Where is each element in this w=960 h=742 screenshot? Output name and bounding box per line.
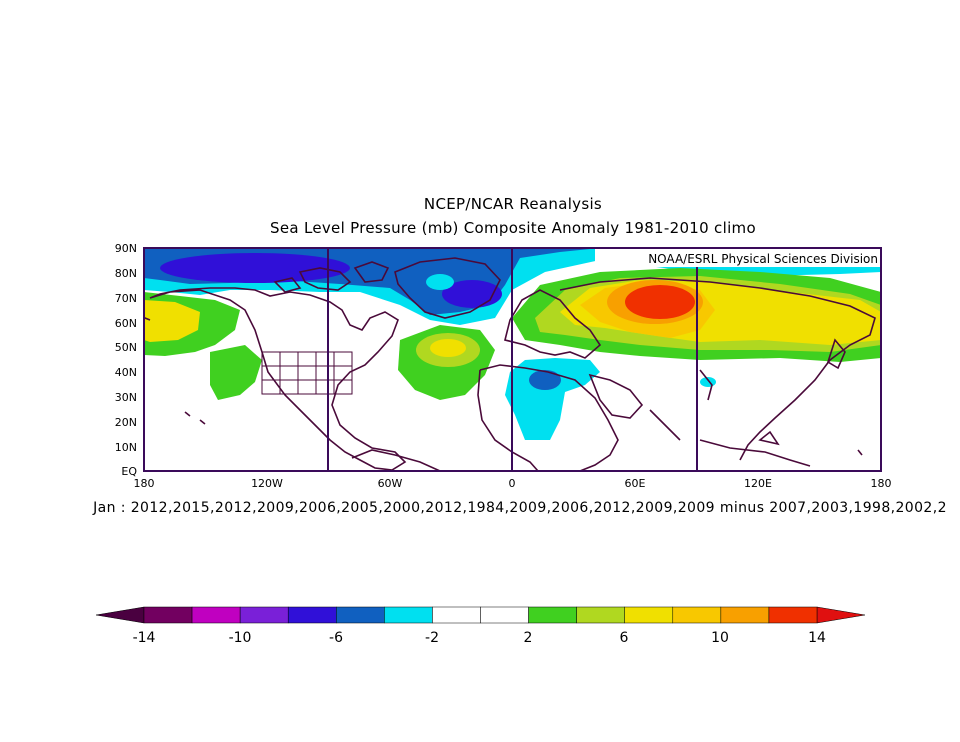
south-america-coast <box>351 449 441 471</box>
colorbar-bin <box>287 606 337 624</box>
lon-label: 60E <box>625 477 646 490</box>
pacific-islands <box>144 316 863 456</box>
colorbar-bin <box>384 606 433 624</box>
colorbar-bin <box>480 606 529 624</box>
us-states <box>261 351 353 395</box>
colorbar-bin <box>239 606 289 624</box>
europe-coast <box>504 289 602 359</box>
lat-axis: 90N 80N 70N 60N 50N 40N 30N 20N 10N EQ <box>115 242 138 478</box>
colorbar-over-arrow <box>816 606 866 624</box>
lat-label: 10N <box>115 441 137 454</box>
chart-subtitle: Sea Level Pressure (mb) Composite Anomal… <box>270 219 756 237</box>
lon-axis: 180 120W 60W 0 60E 120E 180 <box>134 477 892 490</box>
africa-coast <box>477 364 619 471</box>
colorbar-bin <box>528 606 577 624</box>
asia-coast <box>559 277 876 461</box>
mediterranean-low <box>505 358 600 440</box>
coastlines <box>144 257 876 471</box>
lon-label: 60W <box>378 477 403 490</box>
lat-label: 60N <box>115 317 137 330</box>
colorbar-bin <box>720 606 770 624</box>
lat-label: 50N <box>115 341 137 354</box>
chart-title: NCEP/NCAR Reanalysis <box>423 195 603 213</box>
lat-label: 80N <box>115 267 137 280</box>
colorbar-label: -14 <box>133 630 156 646</box>
lon-label: 0 <box>509 477 516 490</box>
credit-label: NOAA/ESRL Physical Sciences Division <box>648 252 878 266</box>
colorbar-bin <box>672 606 722 624</box>
lat-label: 20N <box>115 416 137 429</box>
lon-label: 120W <box>251 477 283 490</box>
north-america-coast <box>149 287 407 471</box>
composite-years-caption: Jan : 2012,2015,2012,2009,2006,2005,2000… <box>92 500 947 516</box>
colorbar-label: 14 <box>808 630 826 646</box>
colorbar-under-arrow <box>95 606 145 624</box>
colorbar-label: 10 <box>711 630 729 646</box>
lon-label: 120E <box>744 477 772 490</box>
colorbar-bin <box>624 606 674 624</box>
arctic-low-small <box>426 274 454 290</box>
colorbar-label: 6 <box>620 630 629 646</box>
colorbar-labels: -14 -10 -6 -2 2 6 10 14 <box>133 630 826 646</box>
lon-label: 180 <box>134 477 155 490</box>
colorbar-bin <box>768 606 818 624</box>
lon-label: 180 <box>871 477 892 490</box>
lat-label: EQ <box>121 465 137 478</box>
lat-label: 40N <box>115 366 137 379</box>
colorbar-bin <box>336 606 385 624</box>
colorbar-label: -6 <box>329 630 343 646</box>
colorbar-bin <box>432 606 481 624</box>
lat-label: 70N <box>115 292 137 305</box>
colorbar-bin <box>576 606 625 624</box>
middle-east <box>588 373 644 419</box>
colorbar: -14 -10 -6 -2 2 6 10 14 <box>95 606 866 646</box>
colorbar-label: -10 <box>229 630 252 646</box>
colorbar-label: -2 <box>425 630 439 646</box>
arctic-islands <box>273 261 390 293</box>
colorbar-label: 2 <box>524 630 533 646</box>
colorbar-bin <box>191 606 241 624</box>
credit-box <box>595 249 880 267</box>
colorbar-bin <box>143 606 193 624</box>
lat-label: 30N <box>115 391 137 404</box>
greenland-coast <box>394 257 501 319</box>
lat-label: 90N <box>115 242 137 255</box>
japan-indonesia <box>699 338 846 467</box>
